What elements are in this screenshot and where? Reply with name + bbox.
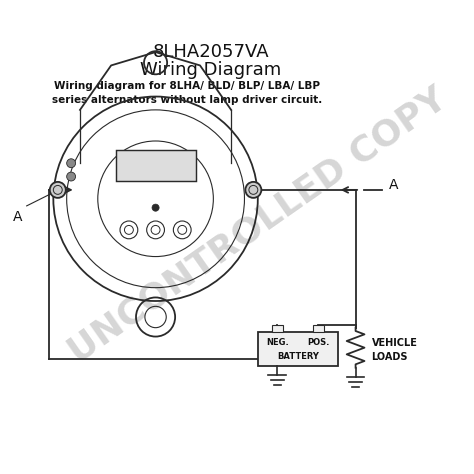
Text: A: A (13, 210, 23, 224)
Circle shape (67, 159, 75, 168)
Bar (272, 325, 283, 332)
Bar (313, 325, 324, 332)
Bar (116, 150, 196, 181)
Circle shape (152, 204, 159, 211)
Circle shape (50, 182, 66, 198)
Text: NEG.: NEG. (266, 338, 289, 347)
Text: POS.: POS. (307, 338, 329, 347)
Text: A: A (389, 178, 399, 192)
Text: Wiring diagram for 8LHA/ BLD/ BLP/ LBA/ LBP: Wiring diagram for 8LHA/ BLD/ BLP/ LBA/ … (54, 82, 319, 91)
Bar (258, 332, 338, 366)
Text: VEHICLE: VEHICLE (372, 338, 418, 348)
Circle shape (246, 182, 261, 198)
Circle shape (67, 172, 75, 181)
Text: series alternators without lamp driver circuit.: series alternators without lamp driver c… (52, 95, 322, 105)
Text: 8LHA2057VA: 8LHA2057VA (152, 43, 269, 61)
Text: LOADS: LOADS (372, 352, 408, 362)
Text: Wiring Diagram: Wiring Diagram (140, 61, 281, 79)
Text: UNCONTROLLED COPY: UNCONTROLLED COPY (62, 82, 453, 369)
Text: BATTERY: BATTERY (277, 352, 319, 361)
